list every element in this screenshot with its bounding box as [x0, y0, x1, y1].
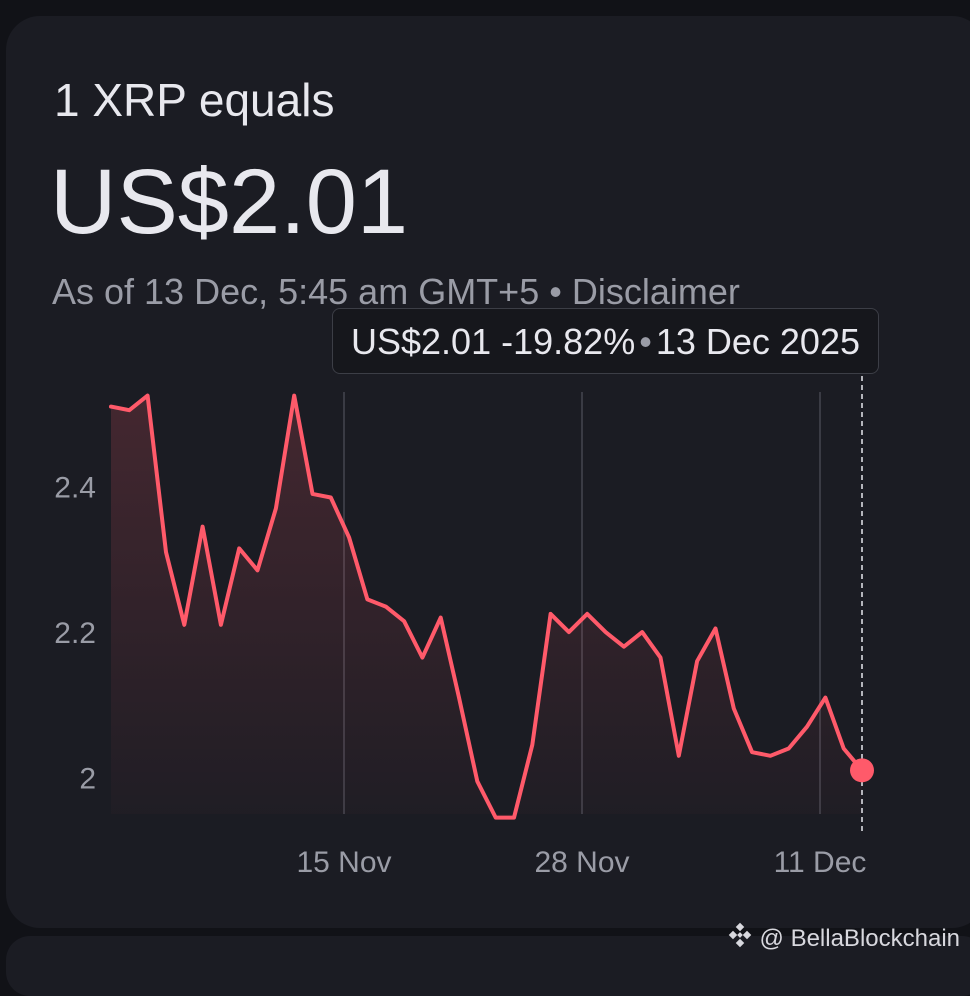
current-price: US$2.01	[50, 151, 409, 253]
x-tick-label: 15 Nov	[296, 846, 391, 879]
as-of-timestamp[interactable]: As of 13 Dec, 5:45 am GMT+5 • Disclaimer	[52, 271, 740, 312]
tooltip-date: 13 Dec 2025	[655, 321, 860, 362]
tooltip-separator: •	[639, 321, 652, 362]
conversion-label: 1 XRP equals	[54, 74, 335, 126]
y-tick-label: 2.4	[54, 472, 96, 505]
price-chart[interactable]: 2 2.2 2.4 15 Nov 28 Nov 11 Dec	[0, 0, 970, 963]
price-line-series	[109, 393, 864, 820]
tooltip-price: US$2.01	[351, 321, 492, 362]
watermark-text: @ BellaBlockchain	[759, 924, 960, 952]
x-tick-label: 28 Nov	[534, 846, 629, 879]
price-tooltip: US$2.01 -19.82% • 13 Dec 2025	[332, 308, 879, 374]
watermark: @ BellaBlockchain	[727, 922, 960, 957]
x-tick-label: 11 Dec	[774, 846, 867, 879]
y-tick-label: 2	[79, 763, 96, 796]
binance-logo-icon	[727, 922, 753, 957]
tooltip-change: -19.82%	[501, 321, 636, 362]
price-area-fill	[111, 395, 862, 818]
y-tick-label: 2.2	[54, 617, 96, 650]
selected-point-marker	[850, 758, 874, 783]
